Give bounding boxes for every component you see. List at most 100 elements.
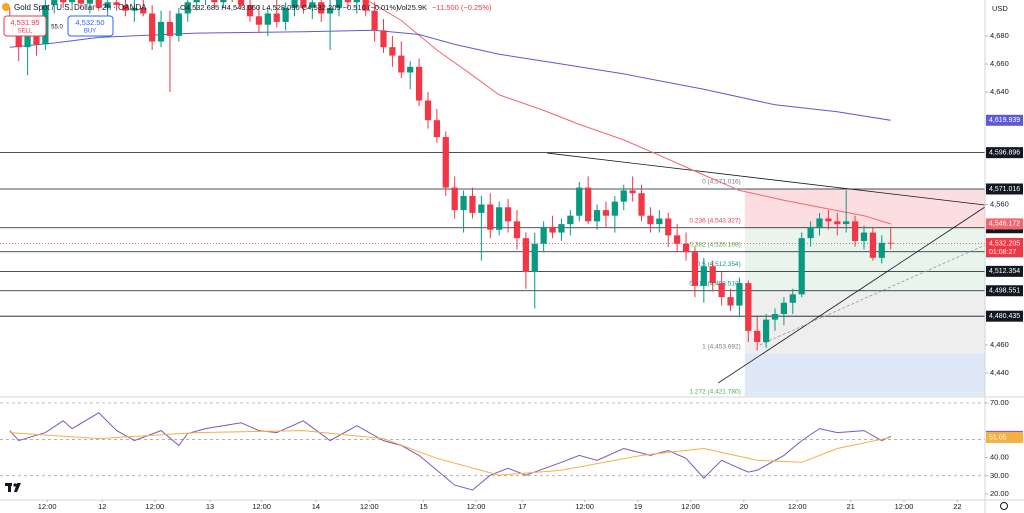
candle-body — [682, 243, 690, 253]
level-label-box — [986, 147, 1023, 159]
level-label-box — [986, 310, 1023, 322]
candle-body — [193, 0, 200, 3]
candle-body — [389, 47, 396, 56]
candle-body — [780, 302, 788, 314]
settings-icon[interactable] — [1000, 502, 1008, 510]
candle-body — [86, 0, 93, 4]
trend-line — [717, 206, 985, 384]
candle-body — [638, 193, 645, 216]
candle-body — [166, 21, 174, 36]
ma-label: 4,546.172 — [989, 221, 1020, 228]
candle-body — [113, 2, 120, 6]
trend-line — [547, 152, 985, 206]
candle-body — [273, 13, 280, 22]
fib-label: 0.618 (4,498.510) — [689, 281, 740, 288]
buy-label[interactable]: BUY — [84, 29, 96, 35]
ma-label: 4,619.939 — [989, 117, 1020, 124]
y-tick-label: 4,440 — [990, 368, 1009, 377]
fib-label: 1 (4,453.692) — [702, 343, 741, 350]
candle-body — [24, 27, 31, 48]
candle-body — [211, 0, 218, 3]
y-tick-label: 4,680 — [990, 31, 1009, 40]
volume: Vol25.9K — [397, 3, 427, 12]
logo-part — [13, 483, 17, 487]
x-tick-label: 19 — [634, 502, 642, 511]
rsi-value-label: 51.05 — [989, 434, 1007, 441]
level-label: 4,512.354 — [989, 268, 1020, 275]
candle-body — [318, 2, 325, 14]
countdown: 01:08:27 — [989, 249, 1016, 256]
candle-body — [433, 120, 441, 138]
y-tick-label: 4,460 — [990, 340, 1009, 349]
candle-body — [549, 226, 556, 233]
candle-body — [834, 221, 841, 225]
candle-body — [353, 0, 360, 3]
candle-body — [762, 319, 770, 343]
candle-body — [629, 190, 636, 194]
level-label-box — [986, 265, 1023, 277]
sell-price[interactable]: 4,531.95 — [10, 18, 39, 27]
candle-body — [647, 215, 654, 225]
y-tick-label: 40.00 — [990, 453, 1009, 462]
ma-label-box — [986, 218, 1023, 230]
candle-body — [691, 252, 699, 286]
y-tick-label: 4,640 — [990, 87, 1009, 96]
x-tick-label: 20 — [740, 502, 748, 511]
rsi-value-label-box — [986, 431, 1023, 443]
candle-body — [264, 13, 271, 25]
spread: 55.0 — [51, 25, 63, 31]
candle-body — [611, 201, 618, 216]
candle-body — [745, 283, 752, 331]
ma-label-box — [986, 114, 1023, 126]
candle-body — [469, 196, 476, 213]
candle-body — [736, 283, 743, 306]
candle-body — [407, 66, 414, 73]
fib-zone — [744, 251, 985, 272]
candle-body — [869, 232, 877, 258]
x-tick-label: 12:00 — [145, 502, 164, 511]
candle-body — [496, 207, 503, 230]
candle-body — [68, 0, 76, 3]
fib-label: 1.272 (4,421.780) — [689, 388, 740, 395]
y-tick-label: 70.00 — [990, 398, 1009, 407]
y-tick-label: 30.00 — [990, 471, 1009, 480]
trend-line — [759, 244, 985, 346]
candle-body — [540, 226, 547, 244]
candle-body — [282, 7, 289, 22]
candle-body — [51, 0, 58, 6]
x-tick-label: 12:00 — [681, 502, 700, 511]
moving-average — [365, 0, 891, 225]
price-tag: 4,532.205 — [989, 240, 1020, 247]
buy-price[interactable]: 4,532.50 — [75, 18, 104, 27]
x-tick-label: 22 — [953, 502, 961, 511]
candle-body — [442, 137, 449, 188]
x-tick-label: 17 — [518, 502, 526, 511]
buy-button[interactable] — [67, 15, 114, 37]
candle-body — [789, 294, 796, 303]
candle-body — [398, 55, 405, 73]
candle-body — [851, 221, 859, 241]
candle-body — [140, 7, 147, 14]
sell-label[interactable]: SELL — [18, 29, 33, 35]
candle-body — [184, 2, 191, 14]
fib-zone — [744, 271, 985, 291]
candle-body — [415, 66, 423, 101]
candle-body — [798, 238, 805, 295]
y-tick-label: 4,660 — [990, 59, 1009, 68]
candle-body — [344, 0, 352, 3]
candle-body — [122, 5, 129, 11]
candle-body — [825, 218, 832, 222]
level-label: 4,480.435 — [989, 313, 1020, 320]
fib-label: 0.236 (4,543.327) — [689, 218, 740, 225]
candle-body — [149, 13, 156, 42]
candle-body — [754, 330, 761, 343]
candle-body — [300, 0, 307, 8]
candle-body — [727, 297, 734, 306]
candle-body — [77, 0, 85, 4]
level-label-box — [986, 183, 1023, 195]
candle-body — [246, 5, 254, 17]
fib-zone — [744, 353, 985, 396]
candle-body — [291, 0, 298, 8]
candle-body — [843, 221, 850, 225]
sell-button[interactable] — [3, 15, 47, 37]
